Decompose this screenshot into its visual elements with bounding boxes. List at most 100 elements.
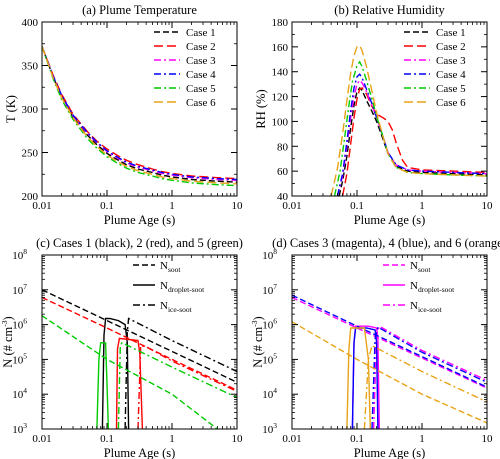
legend-label: Case 3	[436, 55, 466, 67]
y-tick-label: 40	[277, 191, 289, 203]
legend-label: Nice-soot	[160, 300, 193, 314]
chart-title: (a) Plume Temperature	[82, 3, 197, 17]
legend: Case 1 Case 2 Case 3 Case 4 Case 5 Case 6	[154, 27, 216, 109]
legend: Nsoot Ndroplet-soot Nice-soot	[133, 260, 205, 314]
series-line-9	[363, 344, 487, 429]
x-tick-label: 0.01	[32, 200, 51, 212]
series-line-6	[330, 44, 487, 196]
y-tick-label: 106	[262, 317, 277, 332]
series-line-9	[117, 341, 237, 429]
y-tick-label: 100	[272, 116, 289, 128]
series-line-4	[336, 73, 487, 196]
chart-title: (b) Relative Humidity	[334, 3, 445, 17]
series-line-4	[42, 46, 237, 181]
chart-panel-4: (d) Cases 3 (magenta), 4 (blue), and 6 (…	[250, 236, 500, 459]
series-line-6	[42, 46, 237, 185]
legend-label: Case 2	[436, 41, 466, 53]
y-tick-label: 103	[262, 421, 277, 436]
ticks	[41, 21, 238, 197]
ticks	[291, 254, 488, 430]
series-line-4	[42, 296, 237, 391]
x-tick-label: 10	[482, 433, 494, 445]
y-tick-label: 108	[262, 247, 277, 262]
series-line-6	[371, 326, 487, 429]
legend-label: Case 6	[186, 97, 216, 109]
ticks	[291, 21, 488, 197]
legend-label: Case 1	[436, 27, 466, 39]
y-tick-label: 108	[12, 247, 27, 262]
series-line-8	[96, 342, 110, 429]
legend-label: Case 3	[186, 55, 216, 67]
legend-label: Ndroplet-soot	[410, 280, 455, 294]
y-tick-label: 107	[262, 282, 277, 297]
chart-title: (c) Cases 1 (black), 2 (red), and 5 (gre…	[36, 236, 243, 250]
series-line-4	[292, 294, 487, 388]
x-axis-label: Plume Age (s)	[104, 446, 176, 459]
legend-label: Case 1	[186, 27, 216, 39]
x-tick-label: 10	[232, 433, 244, 445]
y-tick-label: 103	[12, 421, 27, 436]
ticks	[41, 254, 238, 430]
plot-frame	[41, 254, 238, 430]
series-line-7	[42, 315, 218, 429]
y-axis-label: RH (%)	[254, 89, 268, 128]
legend: Nsoot Ndroplet-soot Nice-soot	[383, 260, 455, 314]
x-axis-label: Plume Age (s)	[354, 446, 426, 459]
series-line-7	[292, 321, 487, 424]
y-tick-label: 104	[262, 386, 277, 401]
y-tick-label: 105	[262, 351, 277, 366]
legend-label: Case 5	[186, 83, 216, 95]
y-axis-label: N (# cm-3)	[0, 316, 15, 367]
x-tick-label: 1	[169, 433, 175, 445]
plot-frame	[291, 254, 488, 430]
x-tick-label: 0.1	[350, 200, 364, 212]
x-tick-label: 0.1	[350, 433, 364, 445]
legend-label: Case 5	[436, 83, 466, 95]
series-group	[42, 46, 237, 187]
x-tick-label: 0.1	[100, 433, 114, 445]
x-tick-label: 10	[232, 200, 244, 212]
y-tick-label: 160	[272, 42, 289, 54]
y-tick-label: 80	[277, 141, 289, 153]
y-tick-label: 120	[272, 92, 289, 104]
legend-label: Nsoot	[160, 260, 181, 274]
series-group	[42, 289, 237, 429]
legend-label: Case 4	[186, 69, 216, 81]
x-tick-label: 0.01	[32, 433, 51, 445]
series-line-6	[137, 344, 237, 429]
y-tick-label: 140	[272, 67, 289, 79]
chart-title: (d) Cases 3 (magenta), 4 (blue), and 6 (…	[272, 236, 500, 250]
series-line-8	[346, 327, 371, 429]
x-axis-label: Plume Age (s)	[104, 213, 176, 227]
y-tick-label: 400	[22, 17, 39, 29]
legend-label: Case 2	[186, 41, 216, 53]
y-tick-label: 350	[22, 61, 39, 73]
series-line-1	[292, 296, 487, 389]
y-tick-label: 250	[22, 148, 39, 160]
legend-label: Case 6	[436, 97, 466, 109]
legend: Case 1 Case 2 Case 3 Case 4 Case 5 Case 6	[404, 27, 466, 109]
legend-label: Case 4	[436, 69, 466, 81]
y-tick-label: 107	[12, 282, 27, 297]
y-tick-label: 60	[277, 166, 289, 178]
legend-label: Nsoot	[410, 260, 431, 274]
y-tick-label: 180	[272, 17, 289, 29]
x-tick-label: 1	[419, 200, 425, 212]
series-line-2	[341, 87, 487, 196]
x-tick-label: 0.01	[282, 433, 301, 445]
series-line-1	[338, 86, 487, 196]
x-tick-label: 0.1	[100, 200, 114, 212]
series-line-2	[42, 46, 237, 180]
series-group	[292, 294, 487, 429]
y-tick-label: 106	[12, 317, 27, 332]
series-line-5	[333, 60, 487, 196]
chart-panel-3: (c) Cases 1 (black), 2 (red), and 5 (gre…	[0, 236, 243, 459]
y-axis-label: N (# cm-3)	[250, 316, 265, 367]
y-axis-label: T (K)	[4, 95, 18, 123]
legend-label: Nice-soot	[410, 300, 443, 314]
series-group	[330, 44, 487, 196]
series-line-5	[351, 327, 379, 429]
y-tick-label: 104	[12, 386, 27, 401]
x-tick-label: 1	[419, 433, 425, 445]
